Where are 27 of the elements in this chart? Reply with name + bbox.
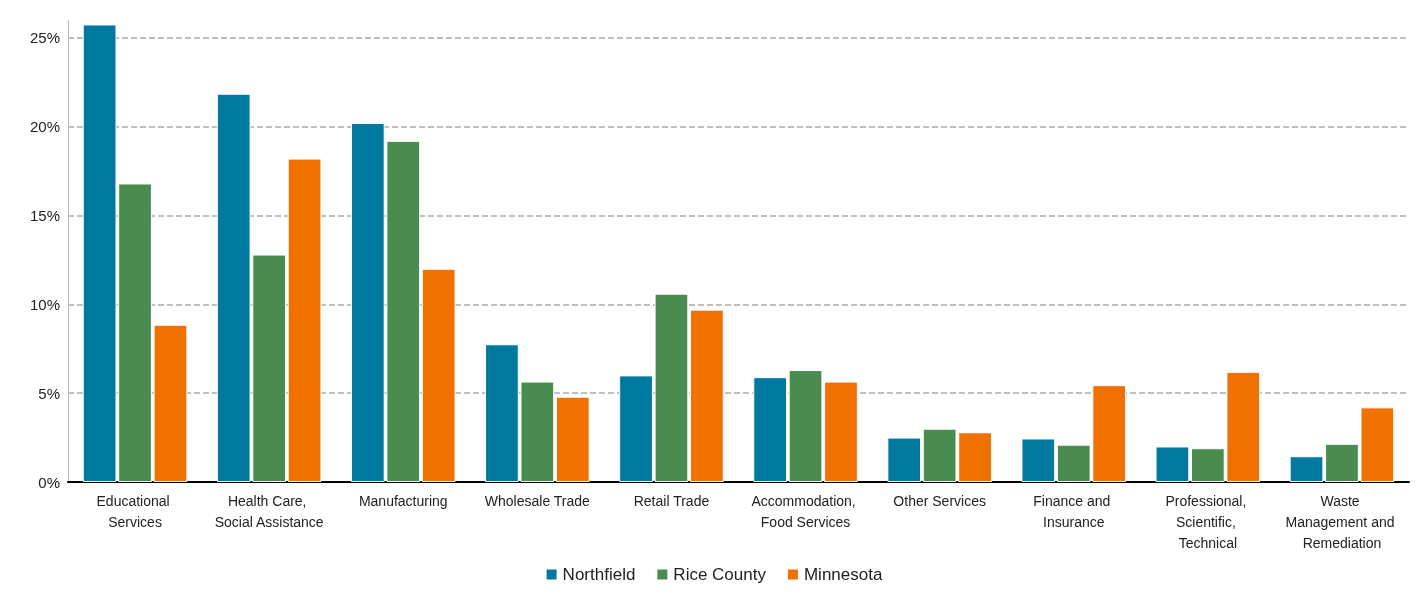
y-tick-label: 5% <box>38 384 60 402</box>
y-tick-label: 0% <box>38 473 60 491</box>
bar <box>555 396 590 482</box>
y-tick-label: 25% <box>29 29 60 47</box>
bar <box>1155 446 1190 482</box>
x-tick-label: Waste Management and Remediation <box>1285 492 1399 551</box>
legend-label: Northfield <box>562 565 636 584</box>
x-tick-label: Manufacturing <box>358 492 448 509</box>
legend-label: Minnesota <box>803 565 883 584</box>
y-tick-label: 15% <box>29 206 60 224</box>
y-tick-label: 10% <box>29 295 60 313</box>
x-tick-label: Retail Trade <box>633 492 710 509</box>
bar <box>753 377 787 482</box>
x-tick-label: Wholesale Trade <box>484 492 591 509</box>
x-tick-label: Finance and Insurance <box>1033 492 1115 530</box>
bar <box>421 268 456 482</box>
bar <box>690 309 724 482</box>
x-tick-label: Educational Services <box>96 492 174 530</box>
bar <box>887 437 922 482</box>
x-tick-label: Professional, Scientific, Technical <box>1165 492 1251 551</box>
x-tick-label: Other Services <box>893 492 986 509</box>
bar <box>287 158 322 482</box>
legend-label: Rice County <box>673 565 767 584</box>
y-tick-label: 20% <box>29 118 60 136</box>
x-tick-label: Health Care, Social Assistance <box>214 492 324 530</box>
x-tick-label: Accommodation, Food Services <box>751 492 860 530</box>
bar <box>1021 438 1056 482</box>
